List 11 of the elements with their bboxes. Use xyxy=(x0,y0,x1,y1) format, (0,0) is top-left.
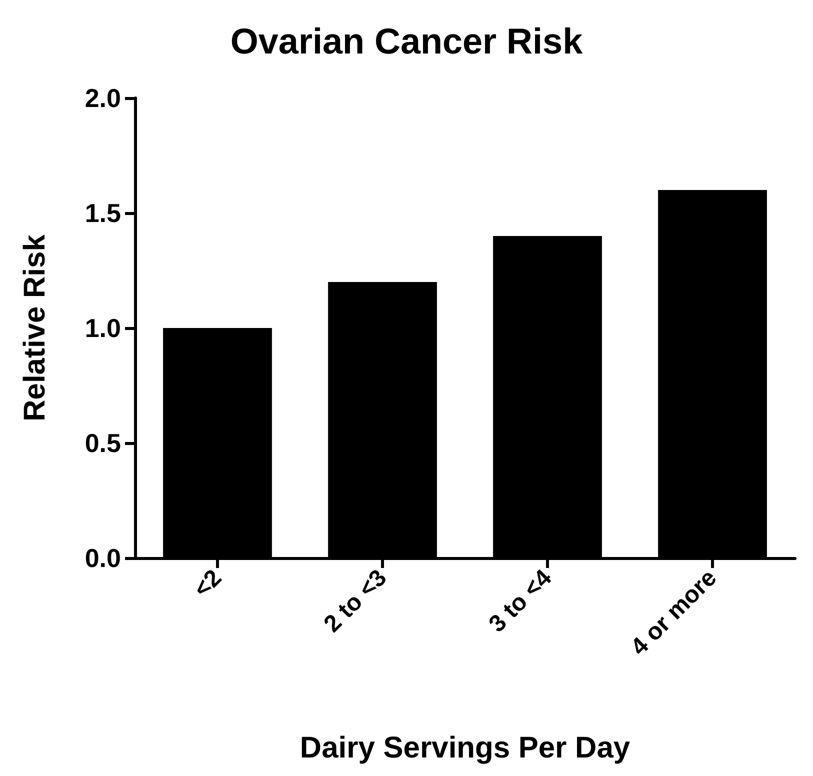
x-tick-label: <2 xyxy=(188,564,228,603)
y-tick-label: 1.5 xyxy=(84,198,121,228)
y-tick-label: 2.0 xyxy=(84,83,121,113)
y-tick-label: 0.5 xyxy=(84,428,121,458)
y-tick-label: 0.0 xyxy=(84,543,121,573)
x-axis-title: Dairy Servings Per Day xyxy=(300,732,630,764)
y-tick-label: 1.0 xyxy=(84,313,121,343)
y-axis-title: Relative Risk xyxy=(18,234,52,422)
x-tick-label: 3 to <4 xyxy=(484,564,558,638)
chart-title: Ovarian Cancer Risk xyxy=(230,20,584,62)
x-tick-label: 2 to <3 xyxy=(318,564,392,638)
